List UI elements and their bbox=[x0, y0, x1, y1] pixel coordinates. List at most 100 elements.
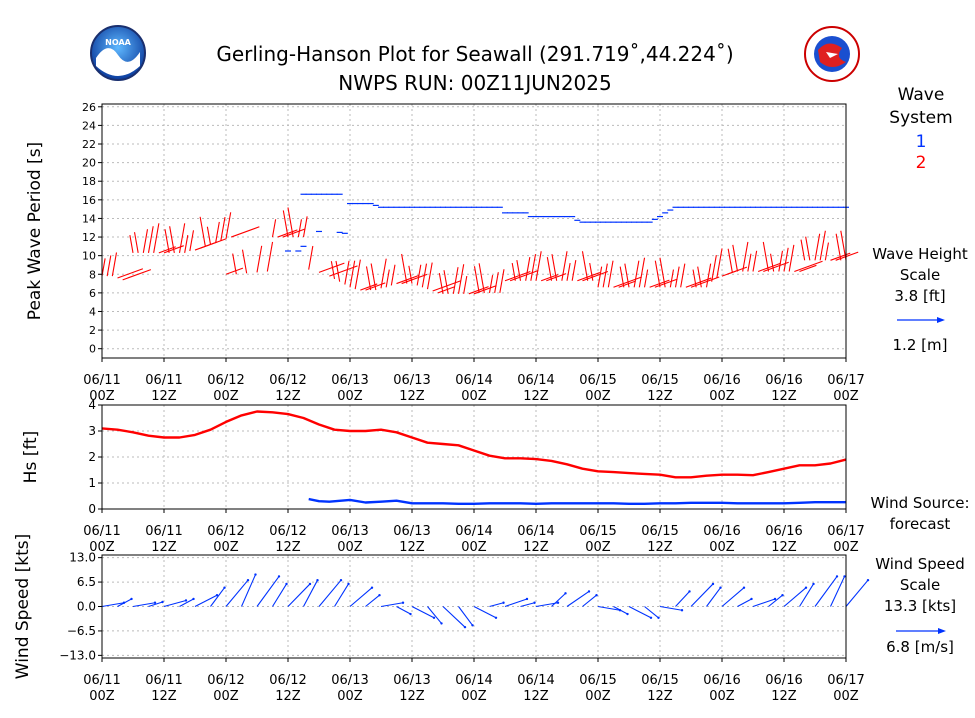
period-s1-mark-89 bbox=[581, 251, 589, 281]
period-s1-mark-65 bbox=[463, 275, 468, 294]
hs-xtick-hour-0: 00Z bbox=[89, 540, 115, 555]
hs-xtick-date-10: 06/16 bbox=[703, 524, 740, 539]
period-xtick-hour-8: 00Z bbox=[585, 389, 611, 404]
period-s1-mark-69 bbox=[478, 263, 485, 293]
hs-xtick-date-6: 06/14 bbox=[455, 524, 492, 539]
wind-arrowhead-41 bbox=[750, 597, 753, 601]
wind-arrow-39 bbox=[706, 587, 721, 607]
hs-xtick-hour-8: 00Z bbox=[585, 540, 611, 555]
wind-arrowhead-30 bbox=[587, 590, 591, 593]
wind-arrow-37 bbox=[675, 591, 690, 607]
period-s1-mark-14 bbox=[178, 223, 186, 253]
period-ytick-label-11: 22 bbox=[82, 138, 96, 151]
period-ytick-label-9: 18 bbox=[82, 175, 96, 188]
period-s1-mark-61 bbox=[438, 273, 444, 294]
wind-arrowhead-31 bbox=[595, 594, 598, 597]
period-xtick-date-9: 06/15 bbox=[641, 373, 678, 388]
wind-arrow-36 bbox=[659, 605, 683, 611]
wind-xtick-date-8: 06/15 bbox=[579, 673, 616, 688]
wind-xtick-date-2: 06/12 bbox=[207, 673, 244, 688]
wind-arrowhead-4 bbox=[184, 599, 188, 602]
wind-ytick-label-3: 6.5 bbox=[77, 575, 96, 589]
period-ylabel: Peak Wave Period [s] bbox=[25, 142, 45, 320]
period-s1-mark-134 bbox=[819, 230, 826, 261]
period-ytick-label-1: 2 bbox=[89, 324, 96, 337]
period-s1-mark-50 bbox=[385, 269, 390, 288]
wind-xtick-hour-10: 00Z bbox=[709, 689, 735, 704]
wind-arrowhead-44 bbox=[804, 586, 808, 589]
wind-arrow-14 bbox=[318, 579, 342, 607]
wind-arrowhead-21 bbox=[440, 622, 443, 625]
wind-arrowhead-10 bbox=[277, 575, 281, 578]
wind-ylabel: Wind Speed [kts] bbox=[13, 534, 33, 679]
wind-scale-arrowhead bbox=[938, 628, 946, 634]
wind-arrowhead-9 bbox=[254, 573, 257, 576]
period-s1-mark-32 bbox=[282, 228, 306, 238]
wind-arrowhead-6 bbox=[215, 594, 219, 597]
wave-scale-arrowhead bbox=[937, 317, 945, 323]
wind-xtick-date-7: 06/14 bbox=[517, 673, 554, 688]
wind-xtick-hour-3: 12Z bbox=[275, 689, 301, 704]
legend-entry-2: 2 bbox=[916, 153, 927, 173]
period-s1-mark-110 bbox=[692, 269, 697, 288]
period-s1-mark-129 bbox=[794, 260, 823, 272]
wind-arrow-25 bbox=[489, 602, 504, 608]
period-xtick-hour-11: 12Z bbox=[771, 389, 797, 404]
period-xtick-hour-7: 12Z bbox=[523, 389, 549, 404]
wind-xtick-hour-5: 12Z bbox=[399, 689, 425, 704]
period-s1-mark-90 bbox=[589, 262, 594, 281]
period-s1-mark-52 bbox=[396, 274, 420, 285]
wind-arrow-18 bbox=[380, 602, 404, 608]
period-s1-mark-132 bbox=[805, 236, 811, 261]
hs-xtick-date-9: 06/15 bbox=[641, 524, 678, 539]
wind-arrow-40 bbox=[721, 587, 745, 607]
wave-scale-title-2: Scale bbox=[900, 266, 940, 284]
period-xtick-hour-12: 00Z bbox=[833, 389, 859, 404]
period-s1-mark-19 bbox=[199, 216, 206, 247]
wind-arrow-5 bbox=[179, 598, 194, 607]
wind-arrow-48 bbox=[845, 579, 869, 607]
hs-xtick-date-0: 06/11 bbox=[83, 524, 120, 539]
wind-xtick-date-4: 06/13 bbox=[331, 673, 368, 688]
wind-source-value: forecast bbox=[890, 515, 951, 533]
wind-arrow-13 bbox=[303, 579, 318, 607]
period-s1-mark-92 bbox=[602, 263, 608, 288]
period-s1-mark-42 bbox=[344, 260, 350, 285]
wind-xtick-date-12: 06/17 bbox=[827, 673, 864, 688]
wave-scale-ft: 3.8 [ft] bbox=[894, 287, 945, 305]
wind-arrow-34 bbox=[628, 606, 652, 619]
wind-arrowhead-34 bbox=[649, 616, 653, 619]
period-s1-mark-40 bbox=[330, 261, 336, 280]
wind-arrowhead-22 bbox=[463, 625, 467, 629]
period-ytick-label-2: 4 bbox=[89, 305, 96, 318]
period-ytick-label-5: 10 bbox=[82, 250, 96, 263]
period-xtick-hour-5: 12Z bbox=[399, 389, 425, 404]
period-s1-mark-56 bbox=[416, 264, 422, 286]
period-s1-mark-108 bbox=[685, 277, 712, 288]
hs-series-1 bbox=[308, 497, 846, 505]
period-s1-mark-95 bbox=[618, 280, 636, 288]
wind-arrow-38 bbox=[690, 583, 714, 607]
wind-arrow-35 bbox=[644, 606, 659, 619]
period-s1-mark-60 bbox=[437, 286, 455, 294]
period-xtick-hour-0: 00Z bbox=[89, 389, 115, 404]
wind-ytick-label-4: 13.0 bbox=[69, 551, 96, 565]
period-ytick-label-3: 6 bbox=[89, 287, 96, 300]
hs-xtick-date-4: 06/13 bbox=[331, 524, 368, 539]
period-ytick-label-4: 8 bbox=[89, 268, 96, 281]
hs-xtick-date-8: 06/15 bbox=[579, 524, 616, 539]
period-ytick-label-8: 16 bbox=[82, 194, 96, 207]
period-s1-mark-107 bbox=[680, 263, 686, 288]
wave-scale-m: 1.2 [m] bbox=[893, 336, 948, 354]
wind-ytick-label-0: −13.0 bbox=[59, 648, 96, 662]
period-s1-mark-2 bbox=[111, 252, 118, 277]
period-xtick-date-0: 06/11 bbox=[83, 373, 120, 388]
wind-speed-scale: Wind Speed Scale 13.3 [kts] 6.8 [m/s] bbox=[875, 555, 965, 656]
wind-arrow-22 bbox=[442, 606, 466, 628]
period-s1-mark-131 bbox=[800, 239, 806, 261]
wind-arrowhead-1 bbox=[130, 597, 133, 601]
wind-arrowhead-17 bbox=[378, 594, 381, 597]
period-ytick-label-0: 0 bbox=[89, 343, 96, 356]
hs-xtick-date-3: 06/12 bbox=[269, 524, 306, 539]
period-s1-mark-16 bbox=[189, 230, 195, 252]
